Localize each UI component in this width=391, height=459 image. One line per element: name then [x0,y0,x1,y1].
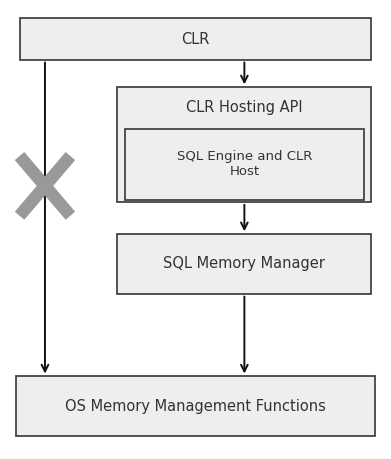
Bar [125,129,364,200]
Bar [117,87,371,202]
Bar [20,18,371,60]
Bar [16,376,375,436]
Text: CLR: CLR [181,32,210,46]
Bar [117,234,371,294]
Text: SQL Memory Manager: SQL Memory Manager [163,257,325,271]
Text: CLR Hosting API: CLR Hosting API [186,101,303,115]
Text: SQL Engine and CLR
Host: SQL Engine and CLR Host [177,150,312,178]
Text: OS Memory Management Functions: OS Memory Management Functions [65,399,326,414]
